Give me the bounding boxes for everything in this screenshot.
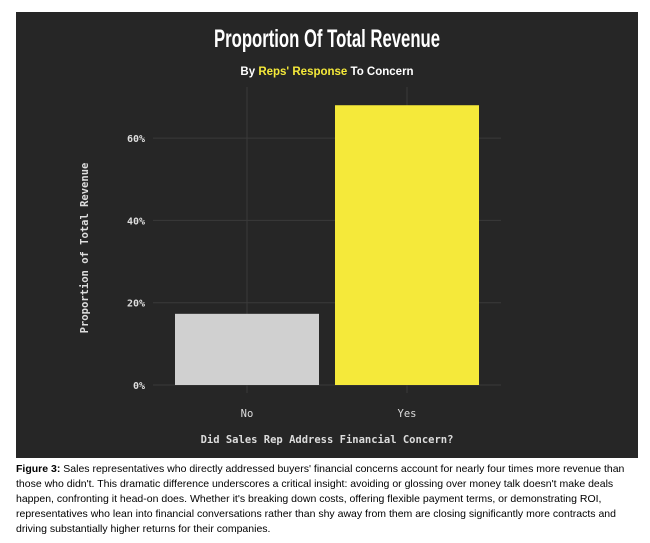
chart-subtitle: By Reps' Response To Concern xyxy=(240,66,413,78)
caption-text: Sales representatives who directly addre… xyxy=(16,463,625,535)
caption-label: Figure 3: xyxy=(16,463,61,475)
y-axis-label: Proportion of Total Revenue xyxy=(79,163,91,334)
figure-caption: Figure 3: Sales representatives who dire… xyxy=(16,462,638,537)
chart-background xyxy=(16,12,638,458)
y-tick-label: 60% xyxy=(127,134,145,145)
subtitle-highlight: Reps' Response xyxy=(258,66,347,78)
x-tick-label: Yes xyxy=(398,408,417,420)
bar xyxy=(175,313,319,385)
subtitle-part: By xyxy=(240,66,255,78)
subtitle-part: To Concern xyxy=(351,66,414,78)
x-axis-label: Did Sales Rep Address Financial Concern? xyxy=(201,434,454,446)
chart-title: Proportion Of Total Revenue xyxy=(214,25,440,53)
x-tick-label: No xyxy=(241,408,254,420)
y-tick-label: 0% xyxy=(133,381,145,392)
bar xyxy=(335,105,479,385)
y-tick-label: 40% xyxy=(127,216,145,227)
chart: Proportion Of Total Revenue By Reps' Res… xyxy=(16,12,638,458)
y-tick-label: 20% xyxy=(127,299,145,310)
